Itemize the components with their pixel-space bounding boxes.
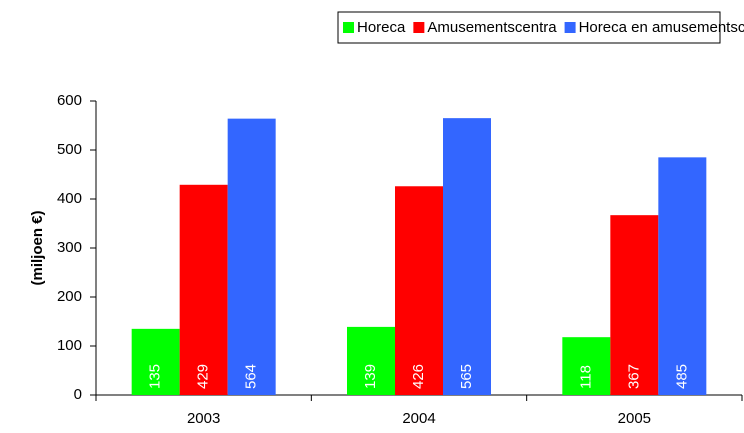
bar — [658, 157, 707, 395]
legend-swatch — [564, 22, 576, 33]
y-axis-label: (miljoen €) — [29, 210, 46, 285]
data-label: 367 — [625, 364, 642, 389]
bar — [395, 186, 443, 395]
legend-label: Amusementscentra — [427, 19, 557, 36]
data-label: 565 — [458, 364, 475, 389]
bar — [562, 337, 611, 395]
y-tick-label: 300 — [57, 239, 82, 256]
x-tick-label: 2004 — [402, 410, 435, 427]
x-tick-label: 2003 — [187, 410, 220, 427]
data-label: 485 — [673, 364, 690, 389]
bar — [179, 184, 228, 395]
data-label: 135 — [147, 364, 164, 389]
y-tick-label: 100 — [57, 337, 82, 354]
data-label: 118 — [577, 365, 594, 389]
bar — [347, 326, 395, 395]
legend-swatch — [343, 22, 354, 33]
legend-label: Horeca — [357, 19, 406, 36]
y-tick-label: 400 — [57, 190, 82, 207]
bar — [443, 118, 491, 396]
legend-box — [337, 11, 721, 44]
data-label: 426 — [410, 364, 427, 389]
bar — [131, 328, 180, 395]
data-label: 564 — [243, 364, 260, 389]
y-tick-label: 500 — [57, 141, 82, 158]
bar — [227, 118, 276, 395]
data-label: 429 — [195, 364, 212, 389]
x-tick-label: 2005 — [618, 410, 651, 427]
y-tick-label: 0 — [74, 386, 82, 403]
legend-label: Horeca en amusementscentra — [579, 19, 744, 36]
y-tick-label: 600 — [57, 92, 82, 109]
y-tick-label: 200 — [57, 288, 82, 305]
data-label: 139 — [362, 364, 379, 389]
legend-swatch — [413, 22, 425, 33]
bar — [610, 215, 659, 395]
